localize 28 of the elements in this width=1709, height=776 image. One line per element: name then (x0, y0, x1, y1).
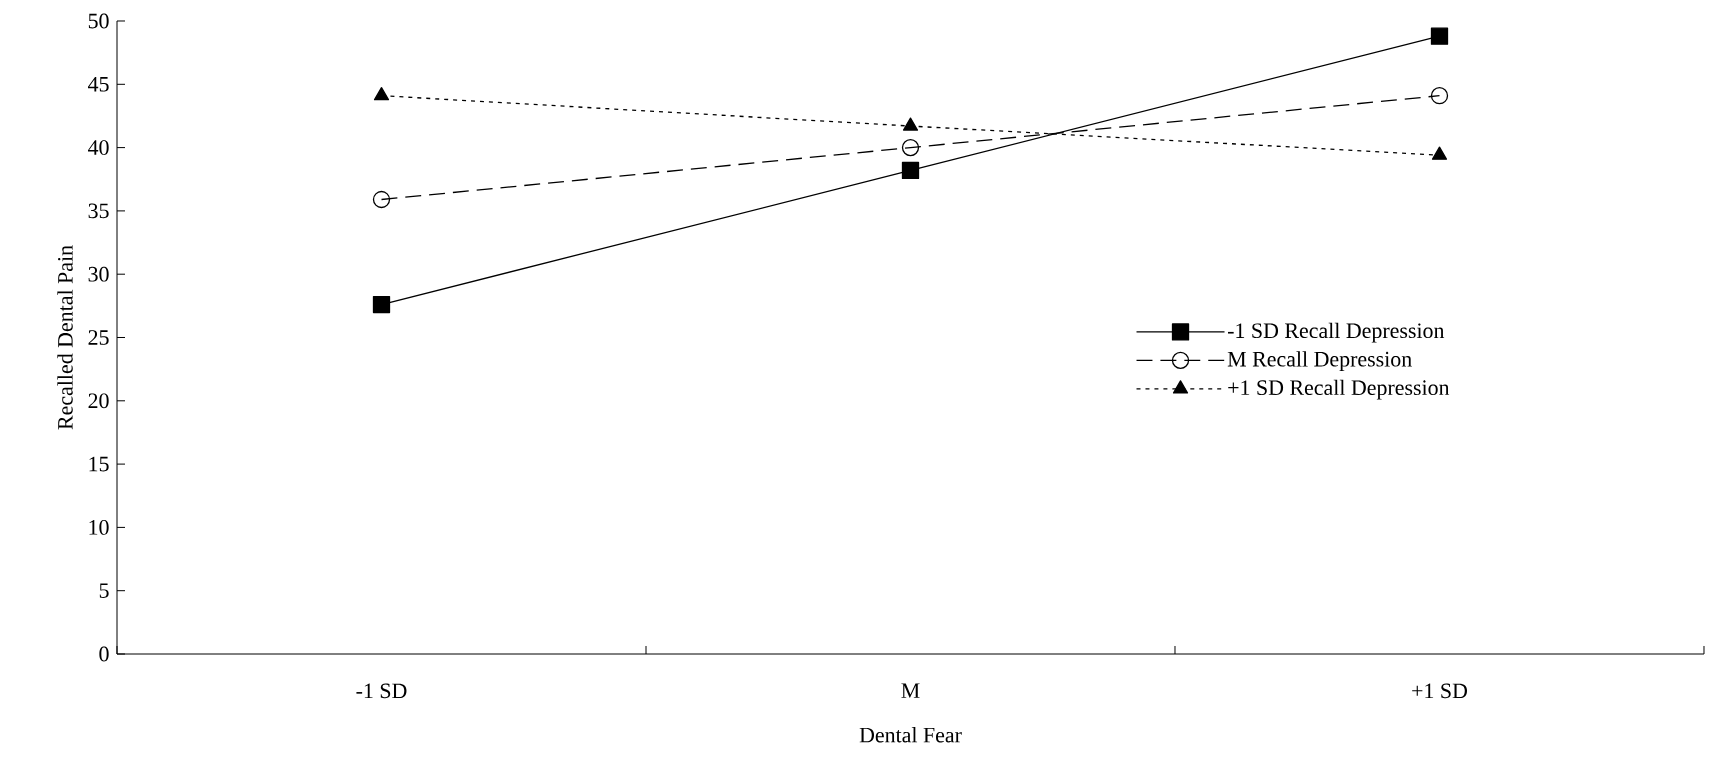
y-tick-label: 25 (88, 330, 109, 345)
y-tick-label: 0 (99, 646, 109, 662)
y-tick-label: 40 (88, 140, 109, 155)
point (373, 87, 390, 101)
y-tick-label: 10 (89, 520, 109, 535)
point (901, 138, 920, 157)
y-tick-label: 15 (89, 456, 109, 472)
x-tick-label: +1 SD (1412, 683, 1468, 699)
legend-label: +1 SD Recall Depression (1228, 379, 1450, 400)
y-tick-label: 5 (99, 583, 109, 598)
y-tick-label: 45 (88, 76, 109, 92)
point (372, 295, 391, 314)
point (901, 161, 920, 180)
point (902, 117, 919, 131)
legend-label: -1 SD Recall Depression (1227, 322, 1445, 343)
point (1430, 27, 1449, 45)
x-tick-label: -1 SD (356, 683, 407, 699)
y-axis-title: Recalled Dental Pain (57, 245, 73, 430)
x-tick-label: M (901, 683, 920, 698)
point (1431, 146, 1448, 160)
point (372, 190, 391, 209)
legend-label: M Recall Depression (1227, 351, 1412, 372)
y-tick-label: 50 (88, 13, 109, 29)
point (1430, 87, 1449, 105)
y-tick-label: 35 (88, 203, 109, 219)
y-tick-label: 30 (88, 266, 109, 282)
x-axis-title: Dental Fear (859, 727, 962, 743)
y-tick-label: 20 (88, 393, 109, 409)
